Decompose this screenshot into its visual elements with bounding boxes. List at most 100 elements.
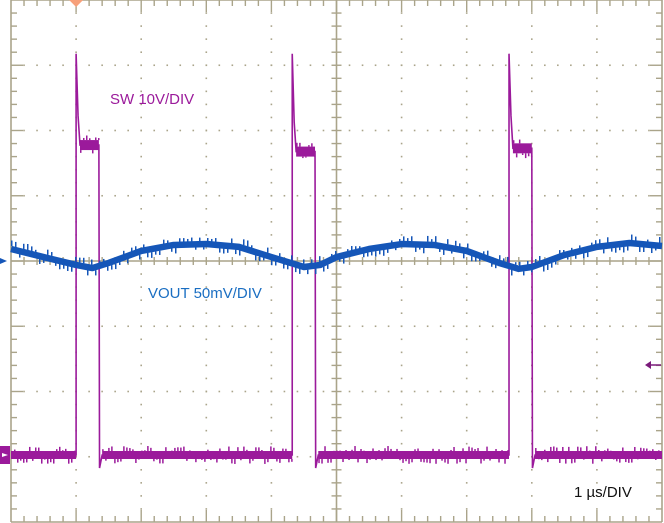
grid-dot	[270, 364, 273, 367]
vout-noise	[207, 237, 209, 242]
sw-noise	[399, 459, 401, 461]
grid-dot	[544, 194, 546, 197]
grid-dot	[270, 325, 273, 328]
sw-noise	[544, 449, 546, 451]
vout-noise	[303, 259, 305, 264]
grid-dot	[400, 403, 403, 406]
grid-dot	[270, 142, 273, 145]
grid-dot	[387, 194, 390, 197]
grid-dot	[400, 469, 403, 471]
vout-noise	[551, 262, 553, 268]
grid-dot	[400, 181, 403, 184]
grid-dot	[596, 338, 598, 341]
grid-dot	[36, 325, 38, 328]
sw-noise	[583, 459, 585, 460]
grid-dot	[322, 194, 325, 197]
grid-dot	[322, 325, 325, 328]
vout-noise	[323, 266, 325, 272]
sw-noise	[32, 459, 34, 461]
grid-dot	[583, 64, 585, 67]
grid-dot	[322, 64, 325, 67]
sw-noise	[619, 459, 621, 463]
grid-dot	[635, 390, 637, 393]
grid-dot	[153, 390, 156, 393]
grid-dot	[465, 429, 468, 432]
grid-dot	[596, 116, 598, 119]
sw-noise	[414, 449, 416, 451]
sw-noise	[426, 459, 428, 463]
grid-dot	[478, 194, 481, 197]
sw-noise	[62, 450, 64, 451]
vout-noise	[247, 240, 249, 247]
sw-noise	[530, 153, 533, 157]
sw-noise	[577, 446, 579, 451]
vout-noise	[419, 247, 421, 250]
sw-noise	[98, 138, 100, 141]
grid-dot	[452, 390, 455, 393]
vout-noise	[79, 257, 81, 263]
grid-dot	[596, 390, 598, 393]
grid-dot	[596, 103, 598, 106]
grid-dot	[205, 129, 208, 132]
grid-dot	[49, 390, 51, 393]
sw-noise	[267, 459, 269, 463]
grid-dot	[127, 129, 129, 132]
grid-dot	[596, 442, 598, 445]
grid-dot	[270, 12, 273, 14]
grid-dot	[270, 181, 273, 184]
grid-dot	[517, 325, 520, 328]
sw-noise	[23, 459, 25, 463]
grid-dot	[140, 338, 142, 341]
sw-noise	[634, 446, 636, 451]
grid-dot	[257, 129, 260, 132]
grid-dot	[179, 390, 182, 393]
grid-dot	[270, 469, 273, 471]
vout-noise	[71, 266, 73, 272]
grid-dot	[596, 129, 598, 132]
grid-dot	[270, 51, 273, 53]
sw-noise	[20, 459, 22, 461]
sw-noise	[550, 446, 552, 451]
vout-noise	[355, 246, 357, 250]
grid-dot	[75, 495, 77, 497]
vout-noise	[379, 250, 381, 255]
grid-dot	[400, 103, 403, 106]
grid-dot	[205, 325, 208, 328]
grid-dot	[478, 129, 481, 132]
sw-noise	[264, 459, 266, 464]
sw-noise	[327, 459, 329, 463]
grid-dot	[205, 416, 208, 419]
grid-dot	[140, 90, 142, 93]
sw-noise-band	[102, 451, 293, 459]
grid-dot	[544, 129, 546, 132]
sw-noise	[255, 447, 257, 451]
sw-noise	[89, 138, 91, 141]
vout-noise	[507, 256, 509, 263]
sw-noise	[501, 450, 503, 451]
grid-dot	[648, 325, 650, 328]
grid-dot	[400, 390, 403, 393]
grid-dot	[465, 416, 468, 419]
grid-dot	[75, 38, 77, 40]
sw-noise	[204, 459, 206, 462]
sw-noise	[86, 135, 88, 141]
sw-noise-band	[318, 451, 510, 459]
grid-dot	[140, 416, 142, 419]
grid-dot	[400, 299, 403, 301]
sw-noise	[183, 446, 185, 451]
grid-dot	[465, 25, 468, 27]
sw-noise	[237, 447, 239, 451]
grid-dot	[531, 508, 533, 510]
vout-noise	[479, 258, 481, 262]
grid-dot	[387, 390, 390, 393]
grid-dot	[36, 390, 38, 393]
grid-dot	[465, 273, 468, 275]
sw-noise	[318, 459, 320, 464]
grid-dot	[400, 377, 403, 380]
sw-noise	[559, 459, 561, 463]
grid-dot	[205, 12, 208, 14]
sw-noise	[450, 449, 452, 451]
sw-noise	[515, 153, 518, 158]
sw-noise	[378, 450, 380, 451]
